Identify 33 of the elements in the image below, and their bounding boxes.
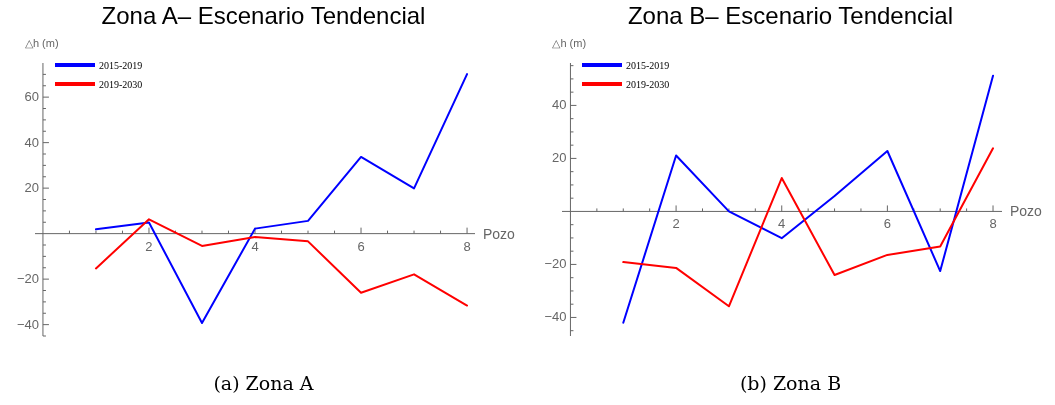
y-tick-label: 20 xyxy=(24,180,39,196)
x-tick-label: 8 xyxy=(989,216,997,232)
line-series xyxy=(94,73,469,325)
text: (b) Zona B xyxy=(739,372,842,394)
y-tick-label: −40 xyxy=(544,309,567,325)
line-series xyxy=(94,218,469,307)
text: (a) Zona A xyxy=(213,372,314,394)
y-axis-title: △h (m) xyxy=(552,37,587,49)
y-tick-label: 60 xyxy=(24,89,39,105)
y-tick-label: −40 xyxy=(16,316,39,332)
x-tick-label: 2 xyxy=(145,238,153,254)
x-tick-label: 4 xyxy=(778,216,786,232)
legend-label: 2019-2030 xyxy=(99,78,143,90)
y-tick-label: 40 xyxy=(24,134,39,150)
legend-label: 2019-2030 xyxy=(626,78,670,90)
x-tick-label: 8 xyxy=(463,238,471,254)
legend-label: 2015-2019 xyxy=(626,59,670,71)
x-tick-label: 2 xyxy=(672,216,680,232)
x-tick-label: 6 xyxy=(883,216,891,232)
legend-label: 2015-2019 xyxy=(99,59,143,71)
x-tick-label: 6 xyxy=(357,238,365,254)
x-tick-label: 4 xyxy=(251,238,259,254)
x-axis-title: Pozo xyxy=(483,225,516,242)
line-series xyxy=(622,147,995,308)
line-series xyxy=(622,74,995,324)
y-tick-label: 40 xyxy=(551,97,567,113)
chart-title: Zona B– Escenario Tendencial xyxy=(627,2,954,29)
y-axis-title: △h (m) xyxy=(24,37,59,49)
x-axis-title: Pozo xyxy=(1010,203,1043,220)
y-tick-label: 20 xyxy=(551,150,567,166)
chart-title: Zona A– Escenario Tendencial xyxy=(101,2,426,29)
y-tick-label: −20 xyxy=(544,256,567,272)
y-tick-label: −20 xyxy=(16,271,39,287)
